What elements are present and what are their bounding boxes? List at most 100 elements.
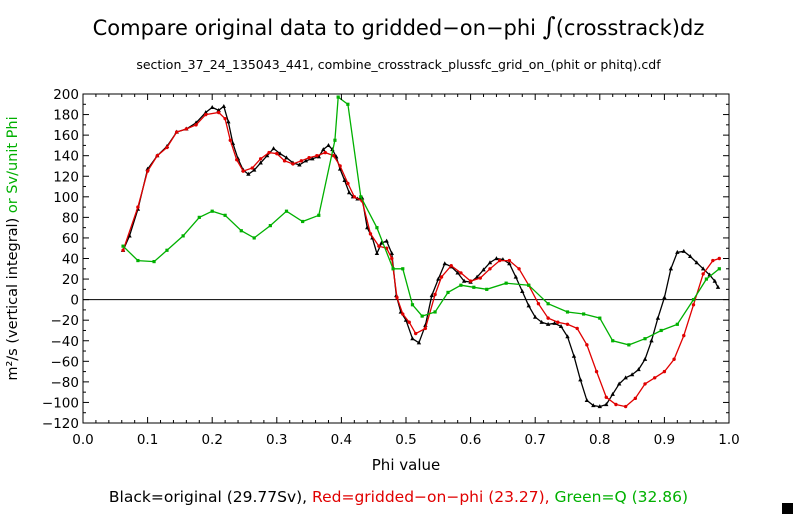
series-line-gridded-on-phi: [122, 111, 720, 408]
data-point: [303, 158, 309, 163]
data-point: [407, 320, 411, 324]
series-original: [120, 103, 721, 409]
data-point: [246, 171, 251, 176]
data-point: [552, 320, 557, 325]
data-point: [446, 290, 450, 295]
data-point: [565, 310, 570, 314]
data-point: [643, 337, 647, 341]
y-tick-label: −100: [42, 395, 79, 411]
chart-title-suffix: (crosstrack)dz: [555, 16, 705, 40]
data-point: [165, 248, 169, 252]
data-point: [413, 331, 418, 336]
data-point: [221, 103, 227, 108]
data-point: [449, 263, 453, 268]
data-point: [342, 177, 347, 182]
data-point: [682, 333, 686, 338]
data-point: [333, 138, 337, 142]
integral-symbol: ∫: [542, 12, 556, 41]
data-point: [558, 323, 564, 328]
chart-title: Compare original data to gridded−on−phi …: [0, 12, 797, 41]
data-point: [597, 404, 602, 409]
data-point: [155, 153, 159, 158]
data-point: [375, 226, 379, 230]
data-point: [420, 314, 424, 318]
data-point: [359, 195, 363, 199]
data-point: [299, 159, 304, 163]
data-point: [691, 303, 696, 307]
data-point: [336, 95, 340, 99]
data-point: [565, 334, 570, 339]
data-point: [297, 162, 302, 167]
data-point: [575, 326, 579, 331]
data-point: [204, 112, 208, 117]
data-point: [346, 181, 350, 186]
data-point: [675, 322, 679, 326]
data-point: [507, 261, 512, 266]
data-point: [468, 279, 473, 283]
x-tick-label: 0.4: [331, 432, 352, 448]
data-point: [659, 328, 663, 333]
data-point: [258, 160, 263, 165]
data-point: [604, 395, 608, 399]
data-point: [629, 372, 635, 377]
data-point: [662, 369, 667, 374]
data-point: [584, 397, 590, 402]
data-point: [291, 162, 295, 166]
data-point: [653, 376, 657, 380]
data-point: [433, 310, 437, 314]
data-point: [474, 274, 480, 279]
data-point: [338, 164, 342, 168]
data-point: [494, 256, 499, 261]
data-point: [598, 316, 602, 320]
data-point: [715, 284, 721, 289]
data-point: [507, 258, 512, 263]
data-point: [216, 110, 221, 115]
chart-subtitle: section_37_24_135043_441, combine_crosst…: [136, 57, 661, 72]
data-point: [121, 244, 125, 248]
legend: Black=original (29.77Sv), Red=gridded−on…: [0, 488, 797, 506]
data-point: [672, 357, 676, 361]
data-point: [136, 258, 140, 263]
data-point: [633, 396, 638, 401]
data-point: [223, 116, 227, 121]
series-line-original: [122, 105, 719, 408]
data-point: [226, 119, 231, 124]
data-point: [433, 292, 437, 297]
data-point: [368, 232, 373, 236]
data-point: [267, 150, 271, 155]
data-point: [223, 213, 227, 217]
data-point: [416, 340, 422, 345]
y-tick-label: 160: [53, 128, 79, 144]
data-point: [331, 153, 336, 158]
data-point: [145, 169, 150, 173]
data-point: [556, 320, 560, 324]
y-tick-label: −60: [51, 354, 80, 370]
data-point: [271, 146, 276, 151]
data-point: [165, 145, 169, 150]
data-point: [700, 266, 706, 271]
data-point: [389, 250, 394, 255]
data-point: [174, 130, 179, 134]
y-tick-label: 120: [53, 169, 79, 185]
data-point: [526, 303, 531, 308]
series-Q: [121, 95, 721, 347]
data-point: [591, 403, 596, 408]
x-tick-label: 0.3: [266, 432, 287, 448]
corner-square: [782, 503, 793, 514]
data-point: [536, 302, 541, 306]
data-point: [277, 151, 283, 156]
data-point: [694, 260, 699, 265]
data-point: [717, 256, 722, 261]
data-point: [377, 244, 381, 248]
data-point: [258, 157, 263, 161]
chart-title-prefix: Compare original data to gridded−on−phi: [92, 16, 543, 40]
y-tick-label: 40: [62, 252, 79, 268]
data-point: [585, 343, 589, 347]
data-point: [241, 169, 245, 173]
data-point: [252, 236, 256, 240]
data-point: [326, 143, 331, 148]
y-tick-label: −120: [42, 416, 79, 432]
data-point: [436, 276, 441, 281]
data-point: [310, 156, 315, 161]
